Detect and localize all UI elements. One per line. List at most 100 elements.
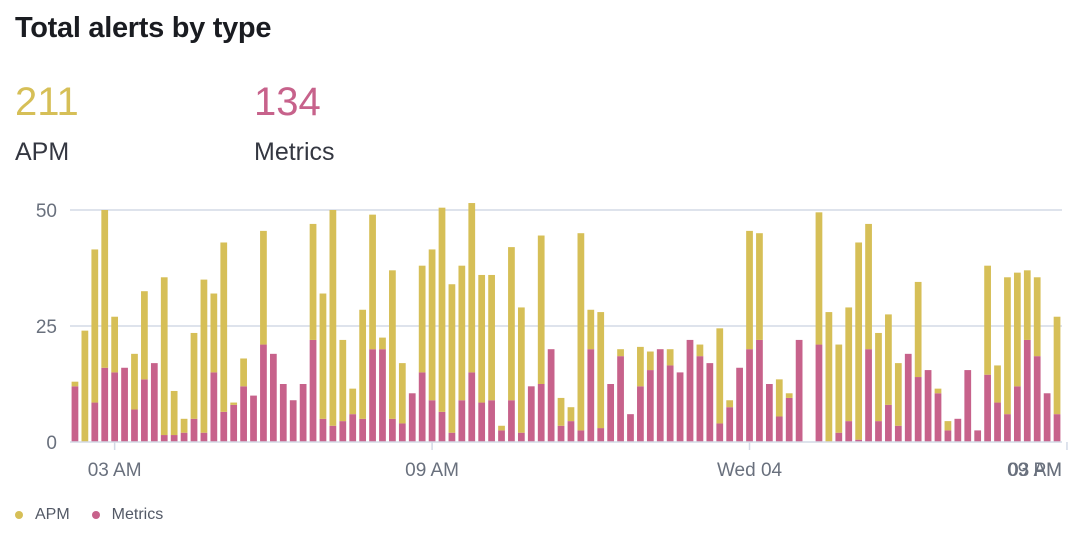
bar-apm bbox=[696, 344, 704, 357]
legend-item-metrics[interactable]: Metrics bbox=[91, 506, 164, 524]
bar-metrics bbox=[557, 425, 565, 442]
bar-metrics bbox=[746, 349, 753, 442]
bar-apm bbox=[894, 363, 902, 426]
bar-metrics bbox=[160, 435, 168, 442]
bar-metrics bbox=[577, 430, 585, 442]
bar-metrics bbox=[587, 349, 595, 442]
bar-metrics bbox=[795, 339, 803, 442]
bar-metrics bbox=[537, 384, 545, 442]
bar-metrics bbox=[200, 432, 208, 442]
bar-apm bbox=[309, 223, 317, 340]
bar-apm bbox=[359, 309, 367, 419]
bar-metrics bbox=[438, 411, 446, 442]
bar-apm bbox=[101, 210, 109, 368]
bar-apm bbox=[726, 400, 734, 408]
bar-metrics bbox=[508, 400, 515, 442]
bar-apm bbox=[91, 249, 99, 403]
bar-metrics bbox=[230, 404, 238, 442]
bar-metrics bbox=[894, 425, 902, 442]
stat-metrics-label: Metrics bbox=[254, 138, 335, 166]
bar-apm bbox=[934, 388, 942, 394]
bar-metrics bbox=[736, 367, 743, 442]
bar-metrics bbox=[775, 416, 783, 442]
x-tick-label: 09 AM bbox=[405, 460, 459, 481]
bar-apm bbox=[785, 393, 793, 398]
bar-metrics bbox=[547, 349, 555, 442]
bar-metrics bbox=[656, 349, 664, 442]
bar-apm bbox=[567, 407, 575, 422]
bar-apm bbox=[418, 265, 426, 373]
bar-apm bbox=[666, 349, 674, 366]
bar-metrics bbox=[924, 370, 932, 442]
bar-apm bbox=[557, 397, 565, 426]
panel-title: Total alerts by type bbox=[15, 12, 272, 44]
bar-apm bbox=[71, 381, 79, 387]
bar-metrics bbox=[488, 400, 495, 442]
x-tick-label: 09 PM bbox=[1007, 460, 1062, 481]
bar-apm bbox=[458, 265, 466, 401]
bar-apm bbox=[498, 425, 505, 431]
bar-apm bbox=[845, 307, 853, 422]
bar-metrics bbox=[329, 425, 337, 442]
bar-metrics bbox=[845, 421, 853, 442]
bar-apm bbox=[597, 312, 605, 429]
bar-metrics bbox=[865, 349, 872, 442]
bar-metrics bbox=[885, 404, 892, 442]
bar-metrics bbox=[815, 344, 823, 442]
bar-apm bbox=[617, 349, 624, 357]
bar-metrics bbox=[1033, 356, 1041, 442]
bar-metrics bbox=[240, 386, 247, 442]
bar-metrics bbox=[1013, 386, 1021, 442]
bar-metrics bbox=[418, 372, 426, 442]
bar-metrics bbox=[934, 393, 942, 442]
bar-metrics bbox=[904, 353, 912, 442]
bar-metrics bbox=[220, 411, 228, 442]
bar-apm bbox=[1023, 270, 1031, 340]
bar-metrics bbox=[379, 349, 386, 442]
bar-apm bbox=[835, 344, 843, 433]
bar-apm bbox=[1013, 272, 1021, 387]
bar-apm bbox=[319, 293, 327, 419]
bar-apm bbox=[875, 332, 882, 422]
bar-metrics bbox=[696, 356, 704, 442]
legend-dot-apm-icon bbox=[15, 511, 23, 519]
bar-metrics bbox=[1053, 414, 1061, 442]
legend-item-apm[interactable]: APM bbox=[15, 506, 70, 524]
y-tick-label: 50 bbox=[36, 201, 57, 222]
bar-metrics bbox=[299, 384, 307, 442]
bar-metrics bbox=[170, 435, 178, 442]
bar-apm bbox=[815, 212, 823, 345]
bar-metrics bbox=[726, 407, 734, 442]
bar-metrics bbox=[994, 402, 1001, 442]
bar-metrics bbox=[646, 370, 654, 442]
legend-label-metrics: Metrics bbox=[111, 506, 164, 523]
bar-apm bbox=[131, 353, 138, 410]
bar-apm bbox=[389, 270, 396, 419]
bar-apm bbox=[517, 307, 525, 433]
bar-apm bbox=[508, 247, 515, 401]
x-tick-label: Wed 04 bbox=[717, 460, 783, 481]
stat-metrics: 134 Metrics bbox=[254, 80, 335, 167]
bar-metrics bbox=[1043, 393, 1051, 442]
stat-apm-label: APM bbox=[15, 138, 70, 166]
bar-apm bbox=[577, 233, 585, 431]
bar-apm bbox=[587, 309, 595, 350]
bar-apm bbox=[716, 328, 724, 424]
bar-apm bbox=[478, 274, 486, 403]
bar-metrics bbox=[984, 374, 991, 442]
bar-apm bbox=[349, 388, 357, 415]
bar-metrics bbox=[101, 367, 109, 442]
bar-metrics bbox=[369, 349, 376, 442]
bar-apm bbox=[944, 421, 952, 431]
bar-metrics bbox=[597, 428, 605, 442]
bar-metrics bbox=[250, 395, 257, 442]
bar-metrics bbox=[141, 379, 148, 442]
bar-apm bbox=[468, 203, 476, 373]
bar-apm bbox=[1053, 316, 1061, 415]
bar-apm bbox=[200, 279, 208, 433]
chart-legend: APM Metrics bbox=[15, 506, 185, 524]
bar-metrics bbox=[448, 432, 456, 442]
x-tick-label: 03 AM bbox=[1008, 460, 1062, 481]
bar-apm bbox=[637, 346, 644, 387]
